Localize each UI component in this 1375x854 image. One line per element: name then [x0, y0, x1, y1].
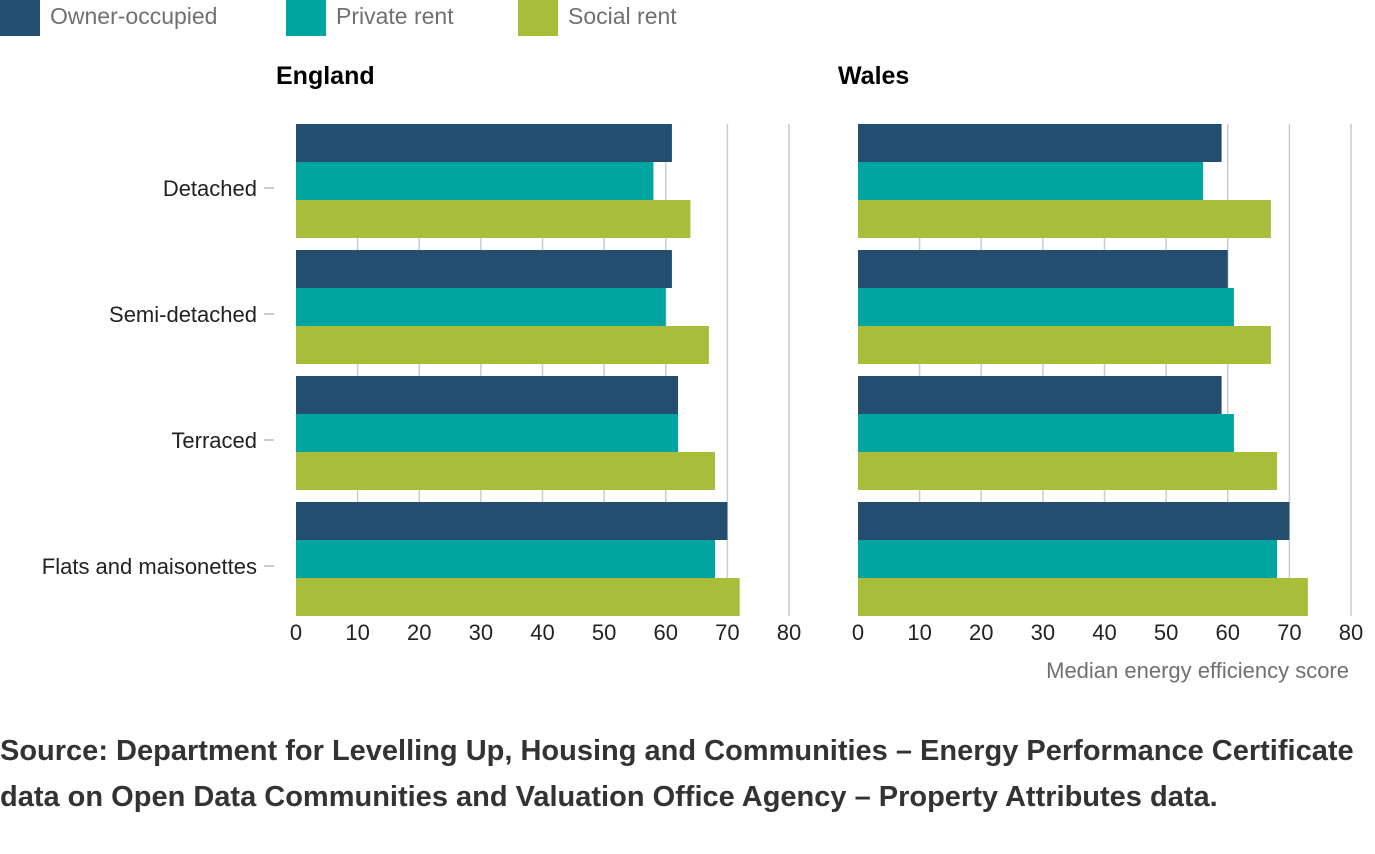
category-label-terraced: Terraced — [171, 428, 257, 453]
x-tick-label-wales-80: 80 — [1339, 620, 1363, 645]
x-tick-label-england-40: 40 — [530, 620, 554, 645]
bar-wales-terraced-private-rent — [858, 414, 1234, 452]
bar-england-semi-detached-owner-occupied — [296, 250, 672, 288]
bar-wales-semi-detached-owner-occupied — [858, 250, 1228, 288]
legend-swatch-owner-occupied — [0, 0, 40, 36]
x-tick-label-wales-0: 0 — [852, 620, 864, 645]
bar-england-terraced-owner-occupied — [296, 376, 679, 414]
legend-swatch-private-rent — [286, 0, 326, 36]
legend-label-owner-occupied: Owner-occupied — [50, 3, 218, 29]
category-label-flats-and-maisonettes: Flats and maisonettes — [42, 554, 257, 579]
panel-title-england: England — [276, 62, 375, 90]
x-tick-label-england-70: 70 — [715, 620, 739, 645]
bar-england-detached-private-rent — [296, 162, 654, 200]
x-tick-label-wales-50: 50 — [1154, 620, 1178, 645]
legend-label-private-rent: Private rent — [336, 3, 454, 29]
legend-swatch-social-rent — [518, 0, 558, 36]
x-tick-label-wales-70: 70 — [1277, 620, 1301, 645]
x-tick-label-england-20: 20 — [407, 620, 431, 645]
x-tick-label-wales-30: 30 — [1031, 620, 1055, 645]
source-note: Source: Department for Levelling Up, Hou… — [0, 735, 1354, 813]
bar-england-semi-detached-private-rent — [296, 288, 666, 326]
bar-england-semi-detached-social-rent — [296, 326, 709, 364]
bar-wales-flats-and-maisonettes-owner-occupied — [858, 502, 1290, 540]
bar-wales-detached-private-rent — [858, 162, 1204, 200]
bar-england-detached-social-rent — [296, 200, 691, 238]
bar-wales-flats-and-maisonettes-social-rent — [858, 578, 1308, 616]
bar-wales-detached-owner-occupied — [858, 124, 1222, 162]
bar-england-terraced-social-rent — [296, 452, 716, 490]
category-label-semi-detached: Semi-detached — [109, 302, 257, 327]
x-tick-label-wales-10: 10 — [907, 620, 931, 645]
bar-wales-detached-social-rent — [858, 200, 1271, 238]
bar-england-detached-owner-occupied — [296, 124, 672, 162]
x-axis-title: Median energy efficiency score — [1046, 658, 1349, 683]
legend-label-social-rent: Social rent — [568, 3, 677, 29]
x-tick-label-wales-40: 40 — [1092, 620, 1116, 645]
bar-wales-semi-detached-social-rent — [858, 326, 1271, 364]
x-tick-label-england-50: 50 — [592, 620, 616, 645]
category-label-detached: Detached — [163, 176, 257, 201]
panel-wales: Wales 0 10 20 30 40 50 60 70 80 — [838, 62, 1363, 645]
x-tick-label-england-80: 80 — [777, 620, 801, 645]
panel-title-wales: Wales — [838, 62, 909, 90]
bar-england-flats-and-maisonettes-private-rent — [296, 540, 716, 578]
x-tick-label-england-60: 60 — [654, 620, 678, 645]
x-tick-label-wales-60: 60 — [1216, 620, 1240, 645]
x-tick-label-wales-20: 20 — [969, 620, 993, 645]
x-tick-label-england-30: 30 — [469, 620, 493, 645]
x-tick-label-england-10: 10 — [345, 620, 369, 645]
bar-england-flats-and-maisonettes-owner-occupied — [296, 502, 728, 540]
panel-england: England 0 10 20 30 40 50 60 70 80 — [276, 62, 801, 645]
bar-england-terraced-private-rent — [296, 414, 679, 452]
bar-england-flats-and-maisonettes-social-rent — [296, 578, 740, 616]
bar-wales-semi-detached-private-rent — [858, 288, 1234, 326]
x-tick-label-england-0: 0 — [290, 620, 302, 645]
bar-wales-terraced-owner-occupied — [858, 376, 1222, 414]
bar-wales-flats-and-maisonettes-private-rent — [858, 540, 1278, 578]
bar-chart: England 0 10 20 30 40 50 60 70 80 Wales 0 10 20 30 40 50… — [42, 62, 1363, 683]
bar-wales-terraced-social-rent — [858, 452, 1278, 490]
